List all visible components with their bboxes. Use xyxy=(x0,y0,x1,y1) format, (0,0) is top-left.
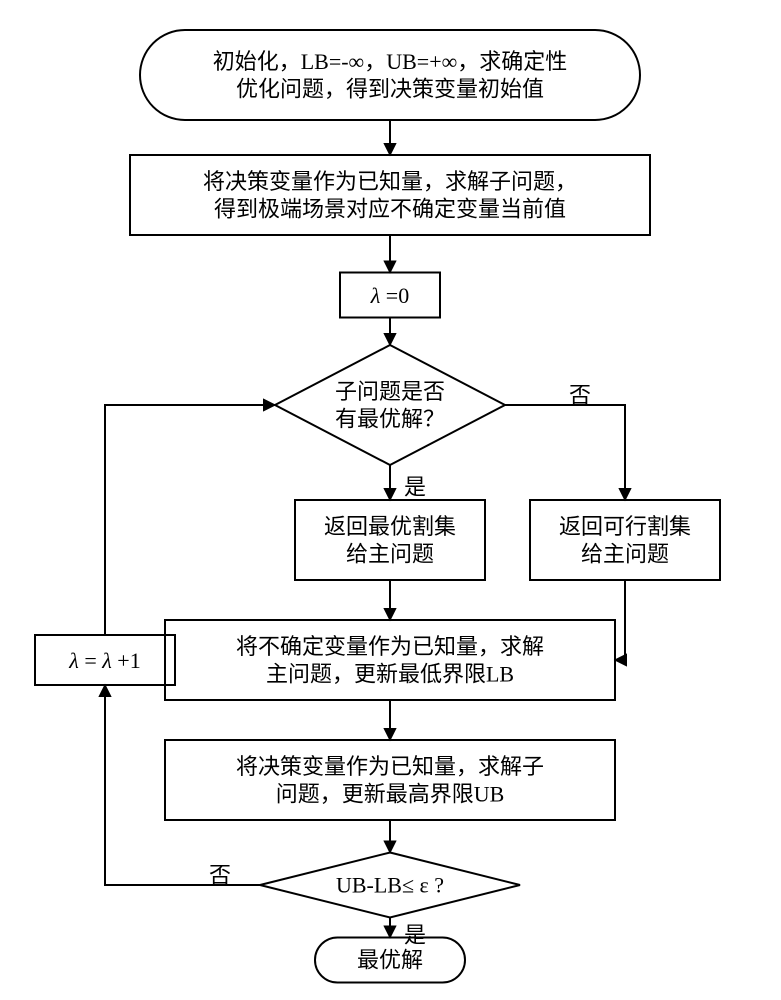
flowchart-canvas: 初始化，LB=-∞，UB=+∞，求确定性优化问题，得到决策变量初始值将决策变量作… xyxy=(0,0,781,1000)
svg-text:得到极端场景对应不确定变量当前值: 得到极端场景对应不确定变量当前值 xyxy=(214,196,566,221)
svg-text:λ = λ +1: λ = λ +1 xyxy=(68,648,140,673)
svg-text:将不确定变量作为已知量，求解: 将不确定变量作为已知量，求解 xyxy=(236,634,544,659)
svg-text:返回最优割集: 返回最优割集 xyxy=(324,514,456,539)
svg-text:UB-LB≤ ε ?: UB-LB≤ ε ? xyxy=(336,873,444,898)
edge-label: 否 xyxy=(209,863,231,888)
svg-text:返回可行割集: 返回可行割集 xyxy=(559,514,691,539)
svg-text:初始化，LB=-∞，UB=+∞，求确定性: 初始化，LB=-∞，UB=+∞，求确定性 xyxy=(213,49,568,74)
svg-text:将决策变量作为已知量，求解子问题，: 将决策变量作为已知量，求解子问题， xyxy=(203,169,577,194)
edge-label: 是 xyxy=(404,475,426,500)
svg-text:给主问题: 给主问题 xyxy=(346,541,434,566)
svg-text:有最优解？: 有最优解？ xyxy=(335,406,445,431)
svg-text:λ =0: λ =0 xyxy=(370,283,409,308)
edge-label: 否 xyxy=(569,383,591,408)
svg-text:子问题是否: 子问题是否 xyxy=(335,379,445,404)
svg-text:问题，更新最高界限UB: 问题，更新最高界限UB xyxy=(276,781,505,806)
svg-text:主问题，更新最低界限LB: 主问题，更新最低界限LB xyxy=(266,661,514,686)
svg-text:最优解: 最优解 xyxy=(357,948,423,973)
svg-text:将决策变量作为已知量，求解子: 将决策变量作为已知量，求解子 xyxy=(236,754,544,779)
svg-text:给主问题: 给主问题 xyxy=(581,541,669,566)
svg-text:优化问题，得到决策变量初始值: 优化问题，得到决策变量初始值 xyxy=(236,76,544,101)
edge-label: 是 xyxy=(404,923,426,948)
